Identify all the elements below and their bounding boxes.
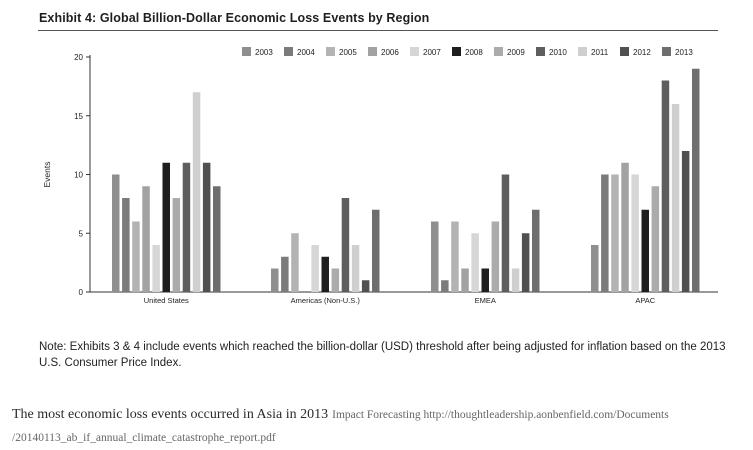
bar [192, 92, 201, 292]
legend-swatch [620, 47, 629, 56]
bar [671, 104, 680, 292]
bar [202, 162, 211, 292]
bar [692, 68, 700, 292]
legend-label: 2005 [339, 48, 357, 57]
caption-text: The most economic loss events occurred i… [12, 407, 329, 422]
y-tick-label: 20 [74, 53, 83, 62]
bar-chart: 0 5 10 15 20 Events United States Americas (Non… [42, 47, 718, 305]
legend-label: 2012 [633, 48, 651, 57]
bar [491, 221, 500, 292]
bar [132, 221, 140, 292]
y-tick-label: 0 [79, 288, 84, 297]
caption-source: Impact Forecasting http://thoughtleaders… [12, 409, 669, 444]
chart-title: Exhibit 4: Global Billion-Dollar Economi… [39, 11, 430, 25]
legend-swatch [242, 47, 251, 56]
bar [591, 245, 599, 292]
bar [431, 221, 439, 292]
title-divider [38, 30, 718, 31]
image-caption: The most economic loss events occurred i… [12, 403, 747, 449]
legend-label: 2004 [297, 48, 315, 57]
bar [291, 233, 299, 292]
bar [601, 174, 609, 292]
bar [661, 80, 670, 292]
legend-swatch [284, 47, 293, 56]
bar [213, 186, 221, 292]
bar [481, 268, 489, 292]
bar [681, 151, 690, 292]
legend-label: 2006 [381, 48, 399, 57]
y-axis-label: Events [42, 162, 52, 188]
bar [281, 256, 289, 292]
y-tick-label: 15 [74, 112, 83, 121]
bar [461, 268, 469, 292]
bar [182, 162, 191, 292]
bar [112, 174, 120, 292]
legend-swatch [326, 47, 335, 56]
legend-swatch [410, 47, 419, 56]
legend-label: 2008 [465, 48, 483, 57]
bar [331, 268, 340, 292]
bar [501, 174, 510, 292]
bar [271, 268, 279, 292]
bar [511, 268, 520, 292]
bar [651, 186, 660, 292]
bar [641, 209, 649, 292]
legend-swatch [662, 47, 671, 56]
bar [162, 162, 170, 292]
bar [471, 233, 479, 292]
legend-swatch [494, 47, 503, 56]
bar [341, 198, 350, 292]
bar [122, 198, 130, 292]
bar [152, 245, 160, 292]
bar [361, 280, 370, 292]
y-tick-label: 5 [79, 229, 84, 238]
legend-swatch [536, 47, 545, 56]
bar [172, 198, 181, 292]
chart-note: Note: Exhibits 3 & 4 include events whic… [39, 341, 726, 369]
bar [631, 174, 639, 292]
legend-label: 2009 [507, 48, 525, 57]
bar [372, 209, 380, 292]
legend-label: 2011 [591, 48, 609, 57]
legend-swatch [368, 47, 377, 56]
bar [611, 174, 619, 292]
y-tick-label: 10 [74, 171, 83, 180]
x-tick-label: United States [144, 296, 189, 305]
x-tick-label: APAC [635, 296, 655, 305]
legend-label: 2007 [423, 48, 441, 57]
bar [532, 209, 540, 292]
bar [621, 162, 629, 292]
legend-swatch [452, 47, 461, 56]
bar [351, 245, 360, 292]
legend-swatch [578, 47, 587, 56]
legend-label: 2003 [255, 48, 273, 57]
legend-label: 2010 [549, 48, 567, 57]
bar [311, 245, 319, 292]
bar [451, 221, 459, 292]
bar [521, 233, 530, 292]
legend-label: 2013 [675, 48, 693, 57]
bar [321, 256, 329, 292]
x-tick-label: EMEA [475, 296, 496, 305]
bar [441, 280, 449, 292]
bar [142, 186, 150, 292]
x-tick-label: Americas (Non-U.S.) [291, 296, 361, 305]
